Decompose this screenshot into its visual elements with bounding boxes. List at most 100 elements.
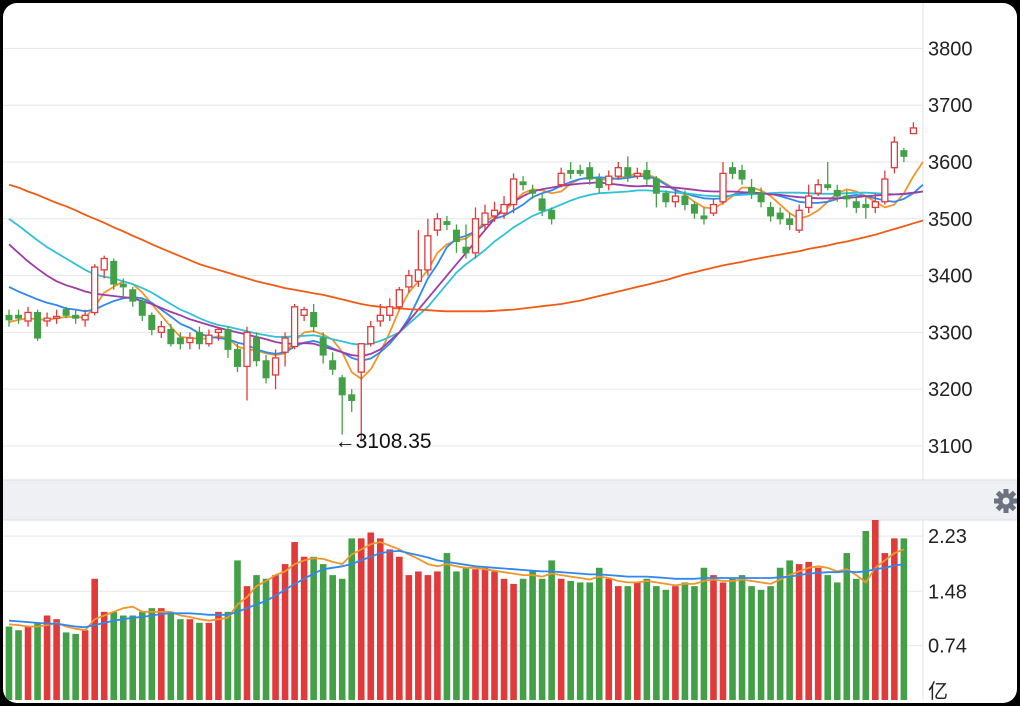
candle-body: [62, 309, 70, 316]
candle-body: [214, 328, 223, 334]
candle-body: [462, 246, 470, 254]
volume-bar: [186, 619, 194, 700]
candle-body: [595, 178, 603, 189]
candle-body: [243, 331, 251, 368]
candle-body: [776, 212, 784, 220]
candle-body: [386, 306, 394, 316]
volume-bar: [748, 586, 755, 700]
candle-body: [548, 209, 556, 220]
volume-tick-label: 2.23: [928, 526, 967, 548]
volume-bar: [376, 538, 384, 700]
volume-bar: [434, 571, 441, 700]
volume-bar: [891, 538, 898, 700]
candle-body: [376, 314, 384, 322]
candle-body: [557, 172, 565, 186]
candle-body: [119, 283, 127, 288]
volume-bar: [72, 633, 79, 700]
candle-body: [862, 204, 870, 208]
volume-bar: [91, 578, 98, 700]
candle-body: [767, 206, 775, 217]
candle-body: [91, 266, 99, 314]
price-tick-label: 3700: [928, 95, 973, 117]
volume-bar: [681, 582, 689, 700]
candle-body: [224, 329, 232, 350]
volume-bar: [405, 575, 413, 700]
candle-body: [490, 209, 499, 217]
candle-body: [567, 170, 575, 174]
volume-bar: [634, 582, 641, 700]
panel-divider: [3, 480, 1017, 520]
price-tick-label: 3600: [928, 152, 973, 174]
volume-bar: [814, 567, 822, 700]
candle-body: [843, 195, 851, 200]
volume-bar: [767, 586, 774, 700]
candle-body: [157, 326, 165, 334]
candle-body: [757, 192, 765, 203]
volume-bar: [624, 586, 632, 700]
volume-bar: [386, 549, 394, 700]
candle-body: [805, 195, 813, 209]
candle-body: [24, 311, 32, 322]
volume-bar: [710, 575, 717, 700]
volume-bar: [234, 560, 241, 700]
volume-bar: [424, 575, 432, 700]
volume-bar: [795, 564, 803, 700]
volume-unit-label: 亿: [928, 680, 948, 703]
volume-bar: [129, 615, 137, 700]
candle-body: [471, 218, 480, 254]
chart-frame: 3100 3200 3300 3400 3500 3600 3700 3800 ←3108.35…: [3, 3, 1017, 703]
volume-bar: [548, 560, 555, 700]
volume-bar: [300, 556, 308, 700]
candle-body: [748, 187, 756, 194]
volume-bar: [215, 611, 222, 700]
volume-bar: [500, 578, 508, 700]
volume-bar: [348, 538, 356, 700]
volume-bar: [605, 578, 613, 700]
candle-body: [43, 317, 51, 322]
candle-body: [605, 175, 613, 186]
candle-body: [614, 167, 622, 177]
volume-bar: [62, 632, 70, 700]
candle-body: [624, 167, 632, 177]
candle-body: [690, 204, 698, 214]
volume-bar: [319, 564, 327, 700]
price-tick-label: 3500: [928, 209, 973, 231]
volume-bar: [148, 608, 156, 700]
candle-body: [909, 127, 918, 135]
volume-bar: [34, 622, 41, 700]
volume-bar: [481, 567, 489, 700]
candle-body: [519, 181, 527, 186]
volume-bar: [538, 578, 546, 700]
volume-bar: [338, 578, 346, 700]
volume-bar: [15, 630, 22, 700]
volume-bar: [119, 615, 127, 700]
candle-body: [662, 192, 670, 203]
candle-body: [824, 184, 832, 189]
volume-bar: [205, 622, 213, 700]
candle-body: [186, 337, 194, 344]
candle-body: [452, 229, 460, 242]
candle-body: [576, 170, 584, 174]
volume-bar: [100, 611, 108, 700]
volume-bar: [510, 583, 517, 700]
candle-body: [538, 198, 546, 211]
candle-body: [509, 178, 518, 206]
candle-body: [652, 178, 660, 194]
gear-icon[interactable]: [994, 489, 1017, 513]
candle-body: [176, 337, 184, 345]
volume-bar: [453, 571, 460, 700]
volume-bar: [862, 531, 870, 700]
candle-body: [414, 269, 423, 282]
volume-bar: [529, 571, 536, 700]
candle-body: [900, 150, 908, 157]
price-tick-label: 3400: [928, 266, 973, 288]
candle-body: [357, 343, 365, 373]
candle-body: [786, 218, 794, 225]
candle-body: [500, 203, 508, 214]
volume-bar: [53, 619, 60, 700]
candle-body: [34, 311, 42, 339]
candle-body: [633, 172, 641, 177]
candle-body: [148, 314, 156, 331]
candle-body: [871, 201, 879, 209]
candle-body: [852, 201, 860, 208]
